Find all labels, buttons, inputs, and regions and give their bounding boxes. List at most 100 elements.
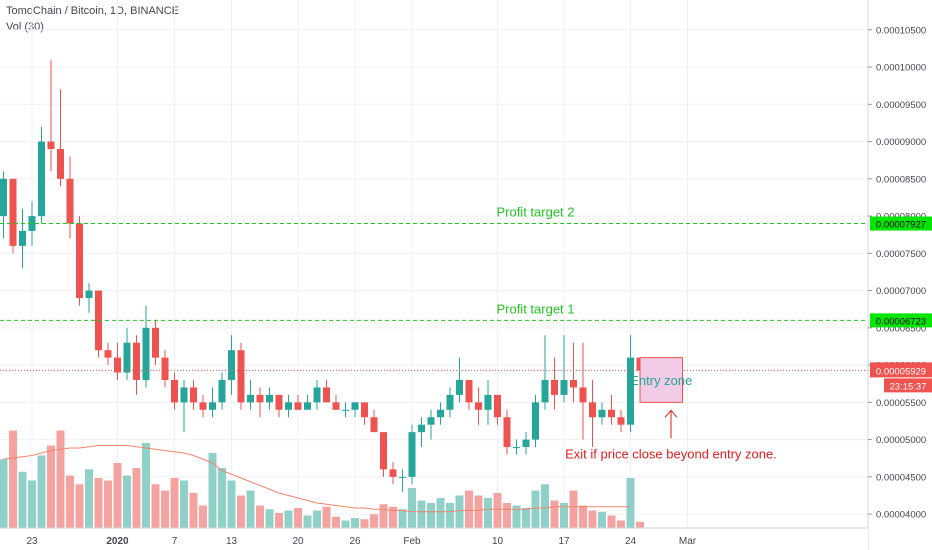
volume-ma-line	[3, 445, 631, 513]
candle-body	[408, 432, 416, 477]
candle	[19, 208, 26, 269]
volume-bar	[398, 509, 407, 528]
candle-body	[589, 402, 596, 418]
candle-body	[389, 469, 397, 477]
time-axis-background	[0, 528, 868, 550]
candle-body	[427, 417, 435, 425]
candle	[608, 394, 615, 425]
candle-body	[218, 379, 226, 403]
candle	[47, 59, 55, 172]
volume-bar	[294, 508, 302, 528]
volume-bar	[47, 445, 55, 528]
volume-bar	[531, 490, 540, 528]
volume-bar	[588, 510, 597, 528]
volume-bar	[94, 478, 103, 528]
candle-body	[437, 409, 444, 418]
volume-bar	[493, 493, 502, 528]
candle	[237, 342, 245, 410]
candle	[513, 439, 520, 455]
volume-bar	[522, 508, 530, 528]
candle-body	[171, 379, 178, 403]
time-axis-label: 2020	[106, 536, 129, 547]
candle	[617, 409, 625, 433]
price-axis-label: 0.00006500	[876, 323, 926, 334]
candle	[342, 402, 349, 418]
candle	[9, 178, 17, 254]
candle-body	[152, 327, 159, 358]
candle-body	[579, 387, 587, 403]
candle	[541, 335, 549, 410]
volume-bar	[560, 503, 568, 528]
candle-body	[76, 223, 83, 299]
candle-body	[570, 379, 577, 388]
candle-body	[47, 141, 55, 150]
candle	[456, 357, 463, 403]
volume-bar	[28, 480, 36, 528]
volume-bar	[512, 505, 521, 528]
volume-bar	[275, 513, 283, 528]
volume-bar	[132, 468, 141, 528]
candle-body	[104, 350, 112, 358]
candle	[285, 394, 292, 418]
candle	[313, 379, 321, 410]
volume-bar	[151, 484, 160, 528]
price-axis-label: 0.00010000	[876, 63, 926, 74]
profit-target-2-label: Profit target 2	[496, 205, 574, 220]
volume-bar	[170, 478, 179, 528]
candle	[446, 387, 454, 418]
candle	[123, 327, 131, 380]
price-axis-label: 0.00010500	[876, 25, 926, 36]
candle	[351, 402, 359, 418]
price-axis-label: 0.00004000	[876, 510, 926, 521]
candle	[323, 379, 330, 403]
volume-bar	[303, 515, 312, 528]
candle	[57, 89, 64, 187]
candle	[503, 409, 511, 455]
candle	[408, 424, 416, 485]
candle	[95, 290, 102, 358]
candle-body	[370, 417, 378, 433]
time-axis-label: Mar	[679, 536, 697, 547]
candle-body	[38, 141, 45, 217]
price-axis-label: 0.00004500	[876, 472, 926, 483]
candle	[560, 335, 568, 403]
price-axis-label: 0.00008500	[876, 174, 926, 185]
volume-bar	[85, 469, 93, 528]
candle	[465, 379, 473, 410]
volume-bar	[465, 490, 473, 528]
candle	[190, 379, 197, 410]
volume-bar	[408, 488, 416, 528]
candle	[0, 171, 7, 239]
time-axis-label: Feb	[403, 536, 421, 547]
candle-body	[123, 342, 131, 373]
candle	[484, 379, 492, 425]
candle	[218, 372, 226, 410]
volume-bar	[208, 453, 217, 528]
candle	[199, 394, 207, 418]
candle	[579, 342, 587, 440]
candle	[380, 432, 387, 477]
volume-bar	[541, 484, 549, 528]
volume-bar	[142, 443, 150, 528]
volume-bar	[607, 515, 616, 528]
current-price-tag	[870, 362, 932, 378]
candle-body	[551, 379, 558, 395]
current-price-text: 0.00005929	[876, 366, 926, 377]
candle-body	[627, 357, 634, 425]
volume-bar	[246, 490, 255, 528]
volume-bar	[598, 511, 606, 528]
candle-body	[541, 379, 549, 403]
volume-bar	[37, 455, 46, 528]
volume-bar	[617, 520, 625, 528]
candle	[266, 387, 273, 410]
volume-bar	[265, 509, 274, 528]
time-axis-label: 23	[26, 536, 38, 547]
candle	[570, 342, 577, 403]
candle	[161, 350, 169, 388]
volume-bar	[550, 500, 559, 528]
candle	[104, 342, 112, 366]
candle	[152, 320, 159, 366]
candle	[171, 372, 178, 410]
candle-body	[342, 409, 349, 411]
